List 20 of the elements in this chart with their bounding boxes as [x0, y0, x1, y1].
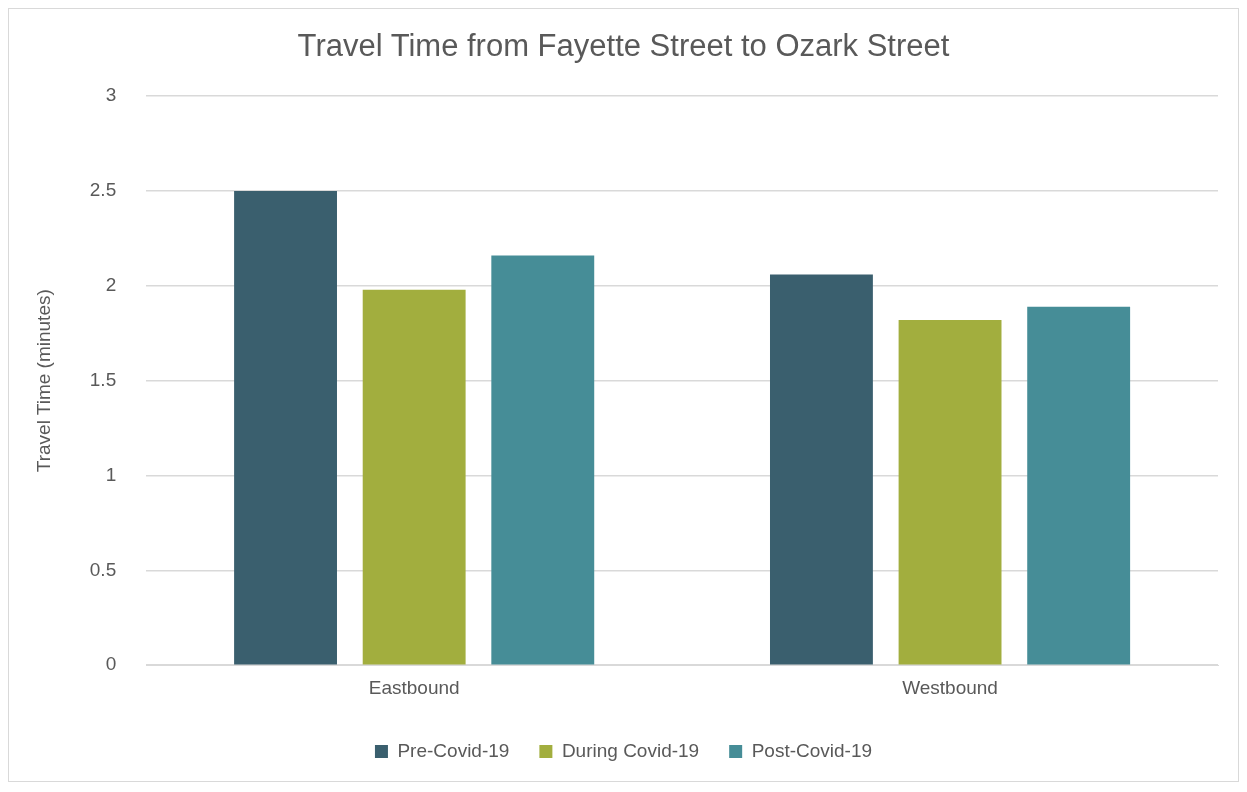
y-tick-label: 1 — [105, 463, 117, 485]
y-tick-label: 3 — [105, 84, 117, 106]
legend-label: Post-Covid-19 — [751, 739, 873, 761]
chart-title: Travel Time from Fayette Street to Ozark Street — [297, 28, 950, 64]
bar — [491, 255, 595, 665]
y-tick-label: 1.5 — [89, 368, 117, 390]
y-axis-title: Travel Time (minutes) — [32, 289, 54, 473]
y-tick-label: 2 — [105, 274, 117, 296]
y-tick-label: 2.5 — [89, 179, 117, 201]
y-tick-label: 0.5 — [89, 558, 117, 580]
bar — [362, 289, 466, 665]
y-tick-label: 0 — [105, 653, 117, 675]
legend-label: Pre-Covid-19 — [397, 739, 510, 761]
bar — [898, 320, 1002, 665]
legend-label: During Covid-19 — [561, 739, 700, 761]
bar — [234, 191, 337, 665]
bar — [769, 274, 873, 665]
x-tick-label: Westbound — [902, 676, 998, 698]
bar — [1027, 306, 1131, 665]
x-tick-label: Eastbound — [368, 676, 460, 698]
